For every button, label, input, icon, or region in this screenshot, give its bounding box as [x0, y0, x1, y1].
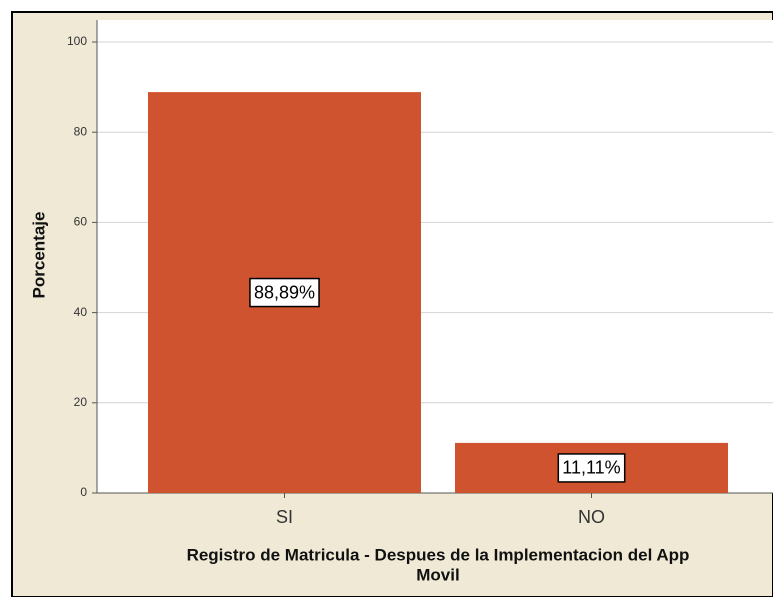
x-axis-label: Movil [416, 565, 459, 584]
x-tick-label: NO [578, 507, 605, 527]
value-label: 88,89% [254, 282, 315, 302]
value-label-box [557, 453, 626, 483]
y-axis-label: Porcentaje [29, 212, 48, 299]
y-tick-label: 40 [74, 305, 88, 319]
value-label: 11,11% [562, 458, 620, 478]
value-label-box [249, 277, 320, 308]
x-tick-label: SI [276, 507, 293, 527]
x-axis-label: Registro de Matricula - Despues de la Im… [187, 545, 690, 564]
y-tick-label: 100 [67, 34, 87, 48]
y-tick-label: 0 [80, 485, 87, 499]
y-tick-label: 80 [74, 124, 88, 138]
y-tick-label: 60 [74, 215, 88, 229]
y-tick-label: 20 [74, 395, 88, 409]
